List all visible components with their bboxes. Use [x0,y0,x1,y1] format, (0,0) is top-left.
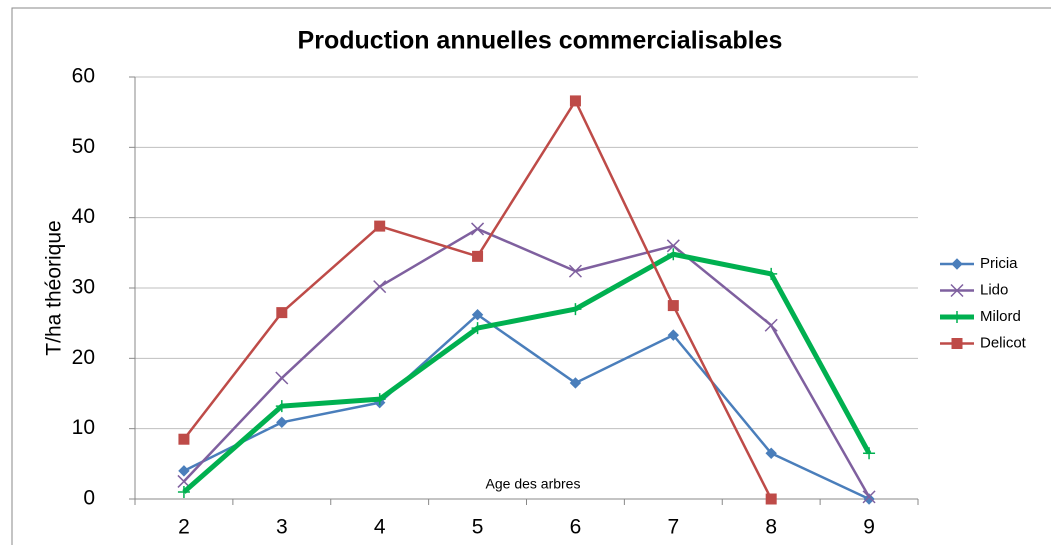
data-point [568,264,582,278]
y-tick-label: 10 [72,416,95,439]
legend-marker [951,258,963,270]
x-tick-label: 7 [667,516,679,539]
data-point [177,485,190,498]
data-point [666,239,680,253]
x-tick-label: 9 [863,516,875,539]
x-tick-label: 4 [374,516,386,539]
data-point [862,490,876,504]
x-tick-label: 5 [472,516,484,539]
chart-title: Production annuelles commercialisables [298,27,783,55]
data-point [569,377,582,389]
data-point [374,220,386,232]
legend-label: Lido [980,281,1008,298]
data-point [472,250,484,262]
data-point [765,267,778,280]
data-point [276,307,288,319]
data-point [765,447,777,459]
x-tick-label: 2 [178,516,190,539]
legend-marker [951,311,963,323]
data-point [471,309,484,321]
data-point [275,371,289,385]
y-tick-label: 30 [72,276,95,299]
y-tick-label: 0 [83,487,95,510]
data-point [471,222,485,236]
data-point [863,493,875,505]
data-point [765,493,777,505]
data-point [667,248,680,261]
y-axis-label: T/ha théorique [43,220,66,355]
legend-label: Delicot [980,334,1027,351]
chart-frame [11,7,1051,545]
data-point [569,303,582,316]
legend-label: Pricia [980,255,1018,272]
x-tick-label: 3 [276,516,288,539]
series-line [183,227,871,498]
data-point [178,433,190,445]
y-tick-label: 20 [72,346,95,369]
data-point [373,280,387,294]
legend-marker [950,283,964,298]
series-line [182,251,872,494]
legend-label: Milord [980,308,1021,325]
data-point [569,95,581,107]
y-tick-label: 50 [72,135,95,158]
data-point [667,300,679,312]
data-point [667,329,680,341]
y-tick-label: 60 [72,65,95,88]
data-point [764,318,778,332]
legend-marker [951,338,963,349]
data-point [275,400,288,413]
data-point [471,322,484,335]
data-point [276,416,288,429]
data-point [863,447,876,460]
series-line [183,313,870,501]
x-tick-label: 6 [570,516,582,539]
data-point [373,393,386,406]
data-point [178,465,190,477]
y-tick-label: 40 [72,205,95,228]
annotation: Age des arbres [486,476,581,492]
x-tick-label: 8 [765,516,777,539]
